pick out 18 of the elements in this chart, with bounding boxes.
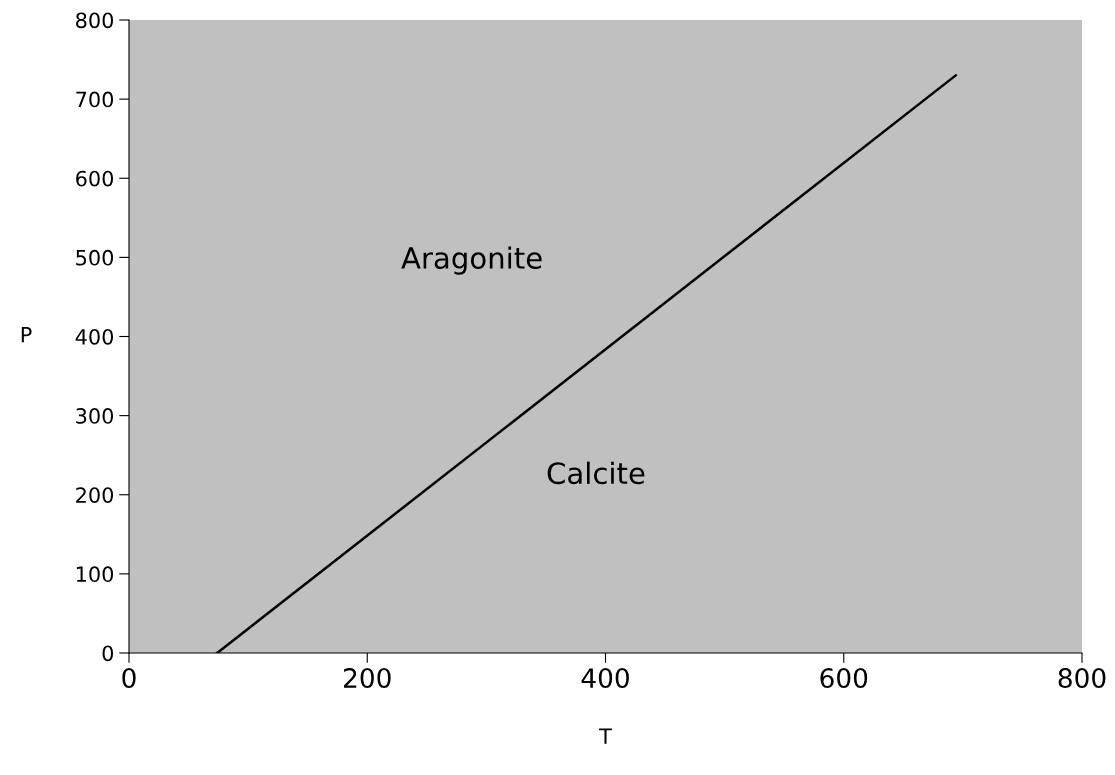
y-tick-label: 500 — [76, 249, 114, 266]
y-axis-title: P — [21, 327, 32, 343]
y-tick-label: 800 — [76, 12, 114, 29]
x-tick-label: 800 — [1058, 668, 1106, 689]
y-tick-label: 600 — [76, 170, 114, 187]
annotation: Aragonite — [401, 246, 542, 275]
x-tick-label: 0 — [122, 668, 136, 689]
annotation: Calcite — [547, 461, 645, 485]
y-tick-label: 100 — [76, 566, 114, 583]
x-axis-title: T — [599, 728, 612, 744]
x-tick-label: 200 — [344, 668, 391, 689]
x-tick-label: 600 — [820, 668, 868, 689]
y-tick-label: 200 — [76, 487, 114, 503]
x-tick-label: 400 — [581, 668, 629, 689]
y-tick-label: 0 — [102, 645, 114, 662]
y-tick-label: 700 — [76, 91, 114, 108]
y-tick-label: 400 — [75, 328, 114, 345]
y-tick-label: 300 — [76, 408, 114, 424]
